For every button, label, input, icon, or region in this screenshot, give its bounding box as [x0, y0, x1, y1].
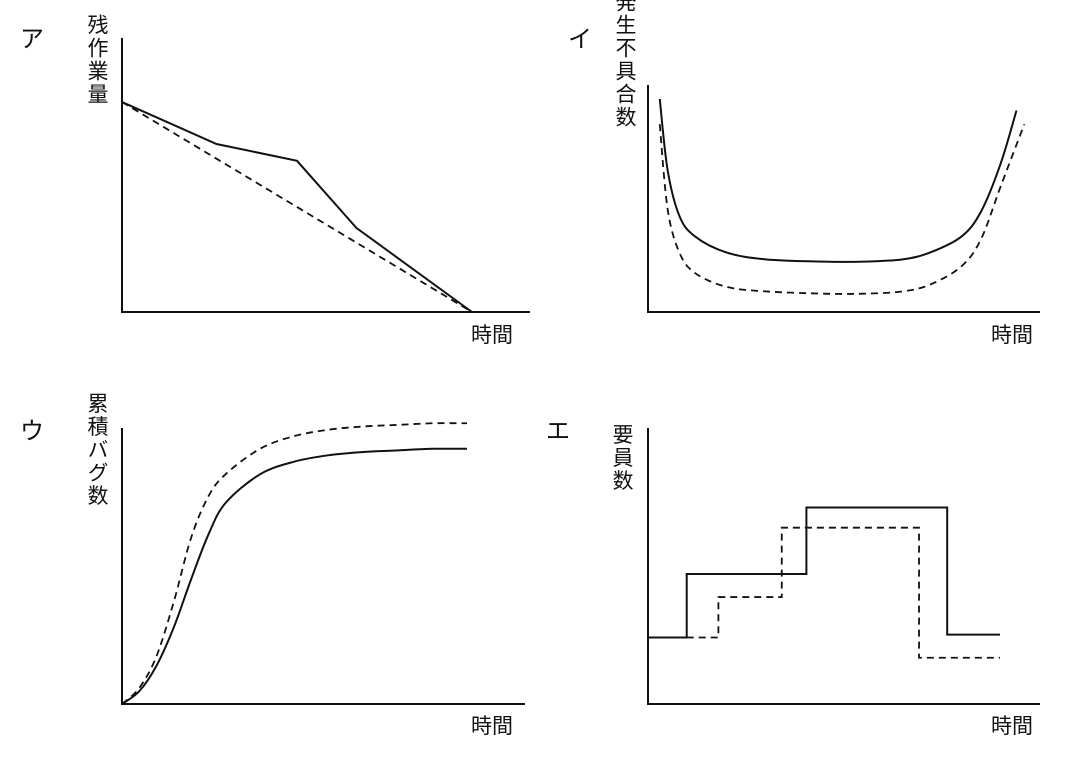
axes	[647, 85, 1040, 313]
panel-2: イ発生不具合数時間	[568, 0, 1040, 347]
axes	[121, 428, 525, 705]
dashed-series-line	[121, 422, 468, 705]
solid-series-line	[648, 506, 1000, 639]
panel-label: ウ	[20, 417, 44, 445]
y-axis-label: 発生不具合数	[613, 0, 637, 129]
dashed-series-line	[686, 526, 1000, 659]
solid-series-line	[121, 447, 468, 705]
dashed-series-line	[121, 101, 473, 313]
y-axis-label: 累積バグ数	[85, 393, 109, 508]
axes	[121, 38, 530, 313]
axes	[647, 428, 1040, 705]
solid-series-line	[121, 101, 473, 313]
x-axis-label: 時間	[471, 714, 513, 738]
y-axis-label: 残作業量	[85, 14, 109, 106]
x-axis-label: 時間	[991, 714, 1033, 738]
dashed-series-line	[658, 123, 1026, 295]
solid-series-line	[658, 98, 1018, 263]
y-axis-label: 要員数	[610, 424, 634, 493]
panel-label: イ	[568, 25, 592, 53]
x-axis-label: 時間	[471, 323, 513, 347]
x-axis-label: 時間	[991, 323, 1033, 347]
panel-label: エ	[546, 417, 570, 445]
panel-label: ア	[20, 25, 44, 53]
